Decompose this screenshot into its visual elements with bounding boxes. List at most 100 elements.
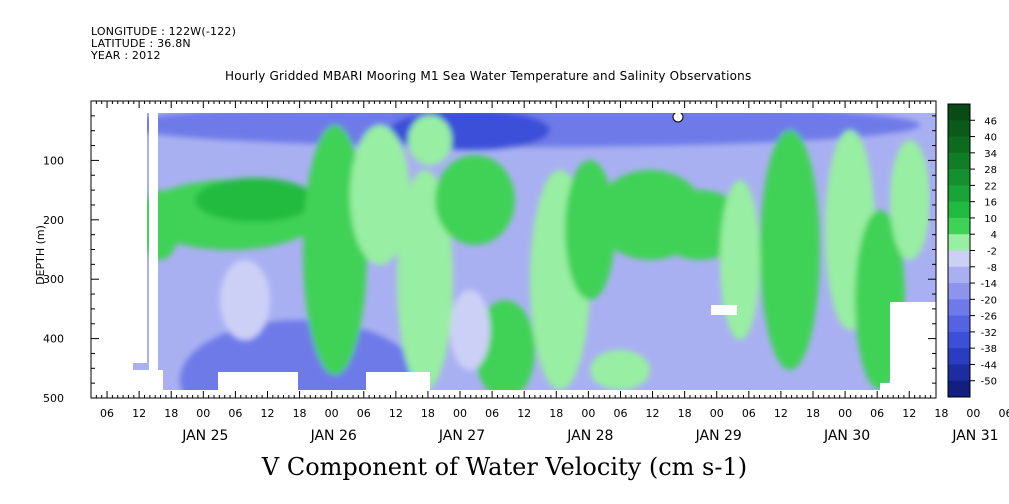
missing-data-mask	[218, 372, 298, 390]
x-tick-label: 06	[100, 407, 114, 420]
colorbar-segment	[948, 299, 970, 317]
x-tick-label: 06	[485, 407, 499, 420]
colorbar-label: -32	[981, 328, 997, 339]
chart-title: Hourly Gridded MBARI Mooring M1 Sea Wate…	[225, 69, 752, 83]
colorbar-segment	[948, 266, 970, 284]
x-tick-label: 18	[421, 407, 435, 420]
colorbar-segment	[948, 104, 970, 121]
y-tick-label: 300	[43, 273, 64, 286]
colorbar-segment	[948, 217, 970, 235]
x-tick-label: 00	[966, 407, 980, 420]
x-tick-label: 12	[389, 407, 403, 420]
x-tick-label: 18	[293, 407, 307, 420]
colorbar-label: -14	[981, 279, 997, 290]
date-label: JAN 31	[951, 428, 998, 444]
colorbar-segment	[948, 201, 970, 219]
x-tick-label: 00	[196, 407, 210, 420]
x-tick-label: 06	[999, 407, 1009, 420]
colorbar-segment	[948, 348, 970, 365]
colorbar-segment	[948, 152, 970, 170]
x-tick-label: 12	[517, 407, 531, 420]
x-tick-label: 06	[742, 407, 756, 420]
x-tick-label: 12	[646, 407, 660, 420]
colorbar-label: -38	[981, 344, 997, 355]
colorbar-label: 40	[984, 133, 997, 144]
y-axis-label: DEPTH (m)	[34, 225, 47, 285]
velocity-contour	[397, 170, 453, 390]
velocity-field	[133, 113, 936, 390]
x-tick-label: 18	[934, 407, 948, 420]
colorbar-label: -26	[981, 312, 997, 323]
colorbar-label: -50	[981, 377, 997, 388]
longitude-label: LONGITUDE : 122W(-122)	[91, 25, 237, 38]
x-tick-label: 12	[132, 407, 146, 420]
date-label: JAN 30	[823, 428, 870, 444]
date-label: JAN 29	[695, 428, 742, 444]
x-tick-label: 12	[902, 407, 916, 420]
x-tick-label: 18	[549, 407, 563, 420]
x-tick-label: 18	[678, 407, 692, 420]
y-tick-label: 200	[43, 214, 64, 227]
colorbar-label: -20	[981, 295, 997, 306]
colorbar-segment	[948, 185, 970, 203]
colorbar-segment	[948, 234, 970, 251]
missing-data-mask	[880, 383, 900, 390]
colorbar-segment	[948, 331, 970, 349]
velocity-contour	[195, 178, 315, 222]
colorbar-segment	[948, 136, 970, 154]
y-tick-label: 500	[43, 392, 64, 405]
marker-dot	[672, 113, 684, 123]
colorbar-label: 16	[984, 198, 997, 209]
missing-data-mask	[711, 305, 737, 315]
velocity-contour	[350, 125, 410, 265]
x-tick-label: 06	[228, 407, 242, 420]
x-axis-label: V Component of Water Velocity (cm s-1)	[261, 453, 748, 481]
y-tick-label: 100	[43, 154, 64, 167]
x-tick-label: 12	[260, 407, 274, 420]
velocity-contour	[220, 260, 270, 340]
colorbar-label: -44	[981, 360, 997, 371]
velocity-contour	[408, 115, 452, 165]
colorbar-label: 10	[984, 214, 997, 225]
x-tick-label: 00	[710, 407, 724, 420]
colorbar-label: -8	[987, 263, 997, 274]
velocity-contour	[435, 155, 515, 245]
date-label: JAN 25	[181, 428, 228, 444]
colorbar-label: 22	[984, 181, 997, 192]
colorbar-label: 46	[984, 116, 997, 127]
year-label: YEAR : 2012	[91, 49, 161, 62]
date-label: JAN 26	[310, 428, 357, 444]
x-tick-label: 00	[453, 407, 467, 420]
x-tick-label: 06	[613, 407, 627, 420]
colorbar: 46 40 34 28 22 16 10 4 -2 -8 -14 -20 -26 -32 -38 -44 -50	[947, 103, 997, 398]
date-label: JAN 27	[438, 428, 485, 444]
date-label: JAN 28	[566, 428, 613, 444]
velocity-contour	[760, 130, 820, 370]
colorbar-segment	[948, 283, 970, 300]
velocity-contour	[890, 140, 930, 260]
colorbar-segment	[948, 169, 970, 186]
velocity-contour	[590, 350, 650, 390]
velocity-contour	[720, 180, 760, 340]
colorbar-segment	[948, 120, 970, 138]
latitude-label: LATITUDE : 36.8N	[91, 37, 191, 50]
x-tick-label: 06	[357, 407, 371, 420]
colorbar-segment	[948, 380, 970, 398]
colorbar-segment	[948, 364, 970, 382]
missing-data-mask	[149, 113, 158, 390]
velocity-contour	[450, 290, 490, 370]
missing-data-mask	[366, 372, 430, 390]
missing-data-mask	[133, 370, 163, 390]
x-tick-label: 00	[838, 407, 852, 420]
missing-data-mask	[133, 113, 147, 363]
x-tick-label: 06	[870, 407, 884, 420]
colorbar-segment	[948, 250, 970, 268]
colorbar-segment	[948, 315, 970, 333]
colorbar-label: 34	[984, 149, 997, 160]
x-tick-label: 18	[806, 407, 820, 420]
colorbar-label: 4	[991, 230, 997, 241]
x-tick-label: 18	[164, 407, 178, 420]
x-tick-label: 00	[581, 407, 595, 420]
colorbar-label: -2	[987, 247, 997, 258]
